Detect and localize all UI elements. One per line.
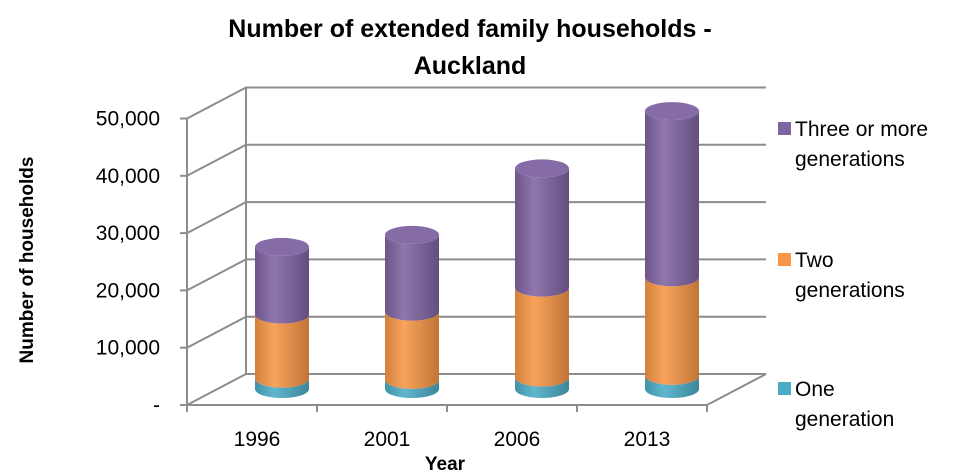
chart-title-line-1: Number of extended family households - xyxy=(228,15,711,43)
x-tick-label: 1996 xyxy=(234,428,281,451)
bar-segment-one-generation-2006 xyxy=(515,377,569,398)
tick-labels: - 10,000 20,000 30,000 40,000 50,000 1996 2001 2… xyxy=(96,108,671,452)
legend-label: Two xyxy=(795,249,834,272)
legend-swatch xyxy=(778,253,791,266)
legend-swatch xyxy=(778,382,791,395)
legend-swatch xyxy=(778,122,791,135)
bar-top-2006 xyxy=(515,159,569,178)
bar-segment-one-generation-1996 xyxy=(255,378,309,398)
bar-segment-three-or-more-generations-2013 xyxy=(645,111,699,287)
bar-segment-three-or-more-generations-2006 xyxy=(515,168,569,297)
floor-outline xyxy=(186,373,767,406)
bar-segment-one-generation-2001 xyxy=(385,379,439,398)
legend-label: Three or more xyxy=(795,118,928,141)
legend-label: generation xyxy=(795,408,894,431)
y-tick-label: 10,000 xyxy=(96,337,160,360)
y-tick-label: 50,000 xyxy=(96,108,160,131)
bar-segment-two-generations-2001 xyxy=(385,311,439,389)
bar-segment-two-generations-2013 xyxy=(645,277,699,385)
legend-label: One xyxy=(795,378,835,401)
bar-top-1996 xyxy=(255,237,309,256)
x-tick-label: 2001 xyxy=(364,428,411,451)
x-axis-label: Year xyxy=(425,454,466,475)
bar-top-2001 xyxy=(385,225,439,244)
x-tick-label: 2006 xyxy=(494,428,541,451)
legend-label: generations xyxy=(795,148,905,171)
legend-label: generations xyxy=(795,279,905,302)
y-tick-label: 20,000 xyxy=(96,279,160,302)
legend: Three or more generations Two generations On… xyxy=(778,118,928,431)
y-axis-label: Number of households xyxy=(17,157,38,364)
chart-title-line-2: Auckland xyxy=(414,52,527,80)
x-tick-label: 2013 xyxy=(624,428,671,451)
bar-segment-three-or-more-generations-2001 xyxy=(385,234,439,321)
axes xyxy=(180,87,708,412)
bar-segment-one-generation-2013 xyxy=(645,375,699,398)
bar-stack-2001 xyxy=(385,225,439,398)
bar-stack-1996 xyxy=(255,237,309,398)
bar-segment-three-or-more-generations-1996 xyxy=(255,246,309,324)
bar-stack-2013 xyxy=(645,102,699,398)
bars xyxy=(255,102,699,398)
bar-stack-2006 xyxy=(515,159,569,398)
bar-segment-two-generations-1996 xyxy=(255,314,309,388)
y-tick-label: 30,000 xyxy=(96,222,160,245)
y-tick-label: 40,000 xyxy=(96,165,160,188)
y-tick-label: - xyxy=(153,394,160,417)
bar-top-2013 xyxy=(645,102,699,121)
bar-segment-two-generations-2006 xyxy=(515,287,569,387)
labels: Number of extended family households - A… xyxy=(17,15,712,475)
